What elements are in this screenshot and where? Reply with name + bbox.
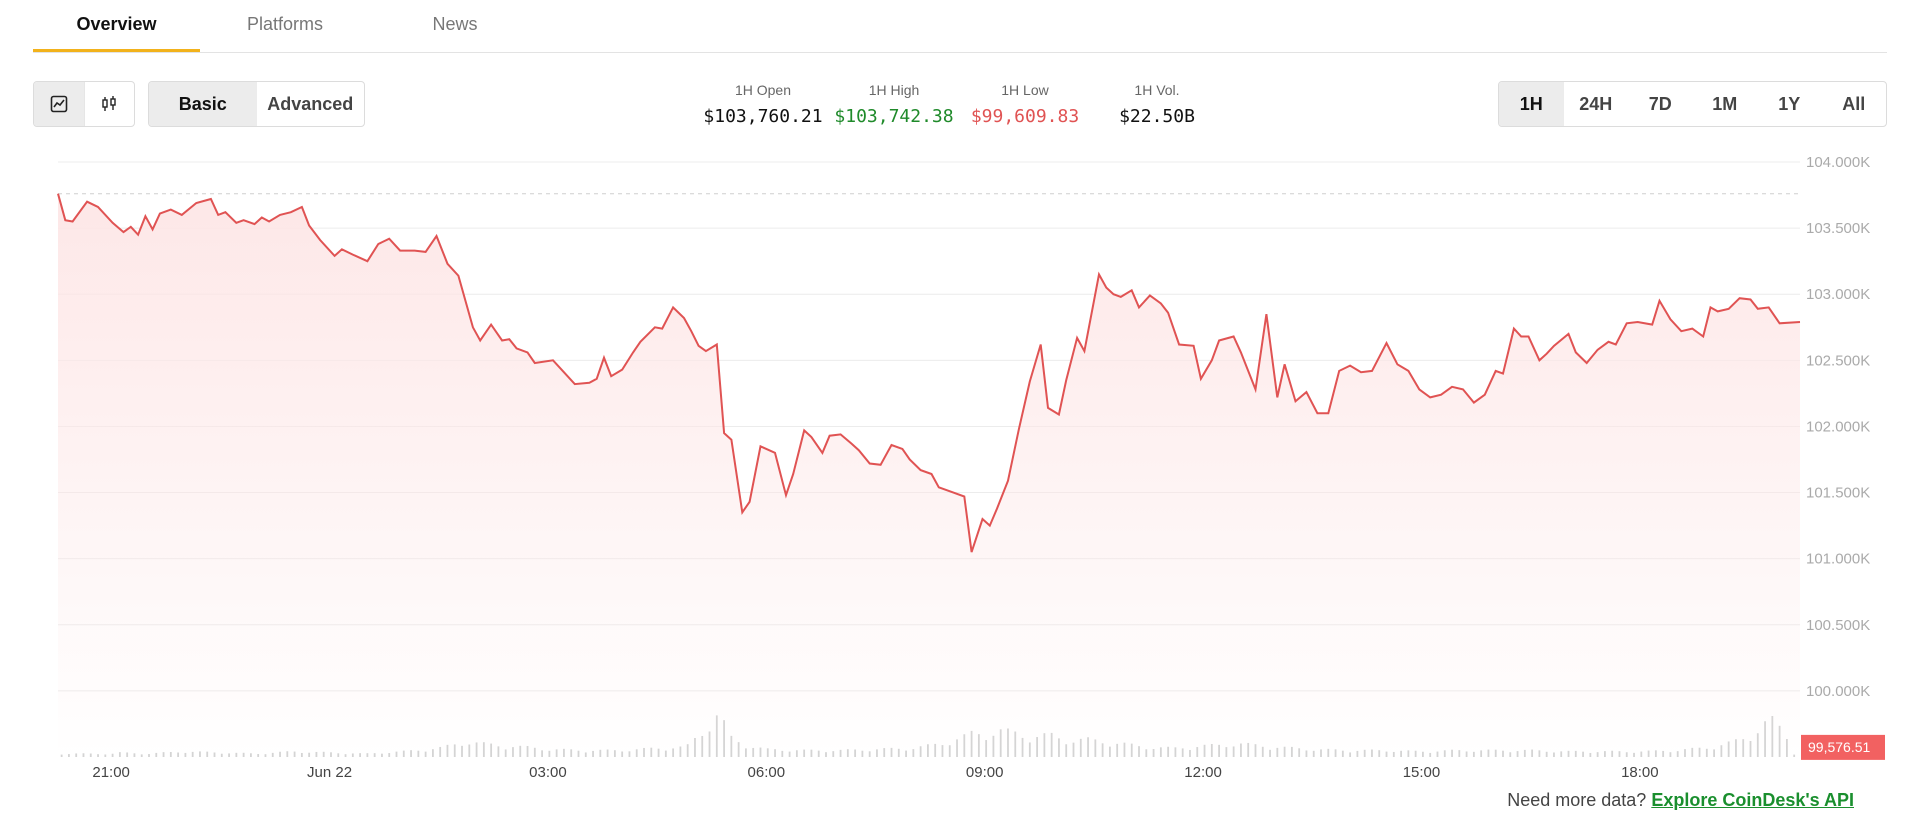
stat-open: 1H Open $103,760.21	[688, 80, 838, 127]
y-tick-label: 100.500K	[1806, 617, 1870, 634]
stat-label: 1H Open	[734, 82, 792, 98]
y-tick-label: 103.500K	[1806, 220, 1870, 237]
price-area	[58, 193, 1800, 757]
range-7d-button[interactable]: 7D	[1648, 94, 1672, 114]
stat-label: 1H High	[868, 82, 920, 98]
tab-overview[interactable]: Overview	[33, 0, 200, 52]
tab-bar: Overview Platforms News	[33, 0, 1887, 53]
x-tick-label: 12:00	[1184, 764, 1222, 780]
stat-volume: 1H Vol. $22.50B	[1082, 80, 1232, 127]
x-axis-ticks: 21:00 Jun 22 03:00 06:00 09:00 12:00 15:00 18:0…	[92, 764, 1658, 780]
y-tick-label: 100.000K	[1806, 683, 1870, 700]
explore-api-link[interactable]: Explore CoinDesk's API	[1651, 790, 1854, 810]
current-price-badge	[1801, 734, 1885, 760]
range-1m-button[interactable]: 1M	[1712, 94, 1738, 114]
stat-label: 1H Vol.	[1134, 82, 1180, 98]
range-all-button[interactable]: All	[1842, 94, 1866, 114]
candlestick-button[interactable]	[85, 82, 135, 126]
current-price-label: 99,576.51	[1801, 734, 1885, 760]
stat-value: $103,760.21	[703, 106, 823, 127]
y-tick-label: 102.500K	[1806, 352, 1870, 369]
price-chart[interactable]: 104.000K 103.500K 103.000K 102.500K 102.000K…	[0, 140, 1920, 780]
y-tick-label: 104.000K	[1806, 154, 1870, 171]
footer: Need more data? Explore CoinDesk's API	[1507, 790, 1854, 811]
stat-low: 1H Low $99,609.83	[950, 80, 1100, 127]
y-tick-label: 102.000K	[1806, 418, 1870, 435]
range-24h-button[interactable]: 24H	[1579, 94, 1613, 114]
line-chart-button[interactable]	[34, 82, 85, 126]
advanced-mode-button[interactable]: Advanced	[267, 94, 354, 114]
stat-value: $99,609.83	[970, 106, 1080, 127]
x-tick-label: 06:00	[748, 764, 786, 780]
stat-value: $22.50B	[1119, 106, 1195, 127]
basic-mode-button[interactable]: Basic	[149, 82, 257, 126]
x-tick-label: 18:00	[1621, 764, 1659, 780]
time-range-toggle: 1H 24H 7D 1M 1Y All	[1498, 81, 1887, 127]
line-chart-icon	[50, 95, 68, 113]
chart-mode-toggle: Basic Advanced	[148, 81, 365, 127]
stat-high: 1H High $103,742.38	[819, 80, 969, 127]
footer-text: Need more data?	[1507, 790, 1647, 810]
current-price-text: 99,576.51	[1808, 739, 1870, 755]
x-tick-label: Jun 22	[307, 764, 352, 780]
range-1h-button[interactable]: 1H	[1499, 82, 1564, 126]
chart-type-toggle	[33, 81, 135, 127]
y-tick-label: 101.000K	[1806, 551, 1870, 568]
x-tick-label: 21:00	[92, 764, 130, 780]
stat-label: 1H Low	[1001, 82, 1049, 98]
x-tick-label: 03:00	[529, 764, 567, 780]
y-tick-label: 101.500K	[1806, 485, 1870, 502]
y-axis-ticks: 104.000K 103.500K 103.000K 102.500K 102.000K…	[1806, 154, 1870, 700]
candlestick-icon	[102, 96, 116, 111]
x-tick-label: 15:00	[1403, 764, 1441, 780]
tab-news[interactable]: News	[432, 14, 478, 34]
x-tick-label: 09:00	[966, 764, 1004, 780]
y-tick-label: 103.000K	[1806, 286, 1870, 303]
stat-value: $103,742.38	[834, 106, 954, 127]
range-1y-button[interactable]: 1Y	[1778, 94, 1801, 114]
price-line	[57, 193, 1801, 553]
tab-platforms[interactable]: Platforms	[246, 14, 324, 34]
